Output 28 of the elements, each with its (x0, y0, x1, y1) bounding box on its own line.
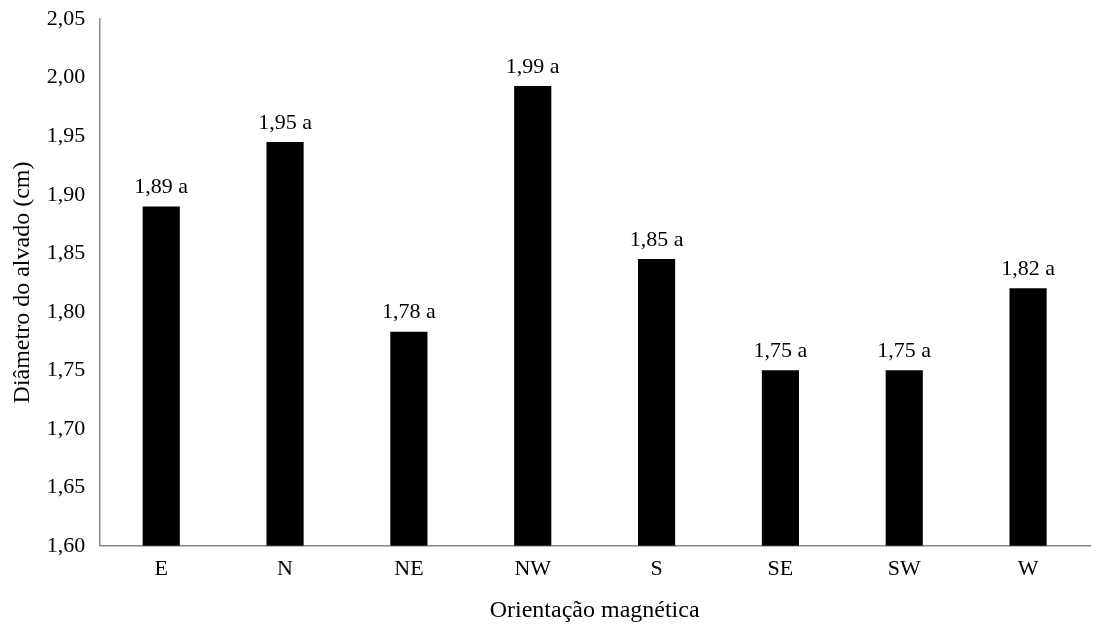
y-tick-label: 1,75 (46, 356, 86, 382)
x-tick-label: NE (394, 554, 424, 580)
x-tick-label: S (650, 554, 663, 580)
y-tick-label: 1,60 (46, 531, 86, 557)
data-label: 1,75 a (877, 337, 932, 363)
x-axis-title: Orientação magnética (489, 595, 700, 622)
x-tick-label: W (1017, 554, 1039, 580)
x-tick-label: E (154, 554, 168, 580)
y-tick-label: 1,70 (46, 414, 86, 440)
x-tick-label: SW (887, 554, 921, 580)
data-label: 1,95 a (258, 108, 313, 134)
data-label: 1,99 a (505, 52, 560, 78)
data-label: 1,75 a (753, 337, 808, 363)
y-tick-label: 1,65 (46, 473, 86, 499)
y-tick-label: 1,80 (46, 297, 86, 323)
y-tick-label: 1,95 (46, 122, 86, 147)
data-label: 1,89 a (134, 173, 189, 199)
y-tick-label: 2,05 (46, 4, 86, 30)
x-tick-label: NW (514, 554, 552, 580)
x-tick-label: N (277, 554, 294, 580)
x-tick-label: SE (767, 554, 794, 580)
y-tick-label: 2,00 (46, 63, 86, 89)
data-label: 1,85 a (629, 225, 684, 251)
y-tick-label: 1,85 (46, 239, 86, 265)
data-label: 1,78 a (382, 298, 437, 324)
y-axis-title: Diâmetro do alvado (cm) (7, 161, 34, 404)
data-label: 1,82 a (1001, 255, 1056, 281)
y-tick-label: 1,90 (46, 180, 86, 206)
